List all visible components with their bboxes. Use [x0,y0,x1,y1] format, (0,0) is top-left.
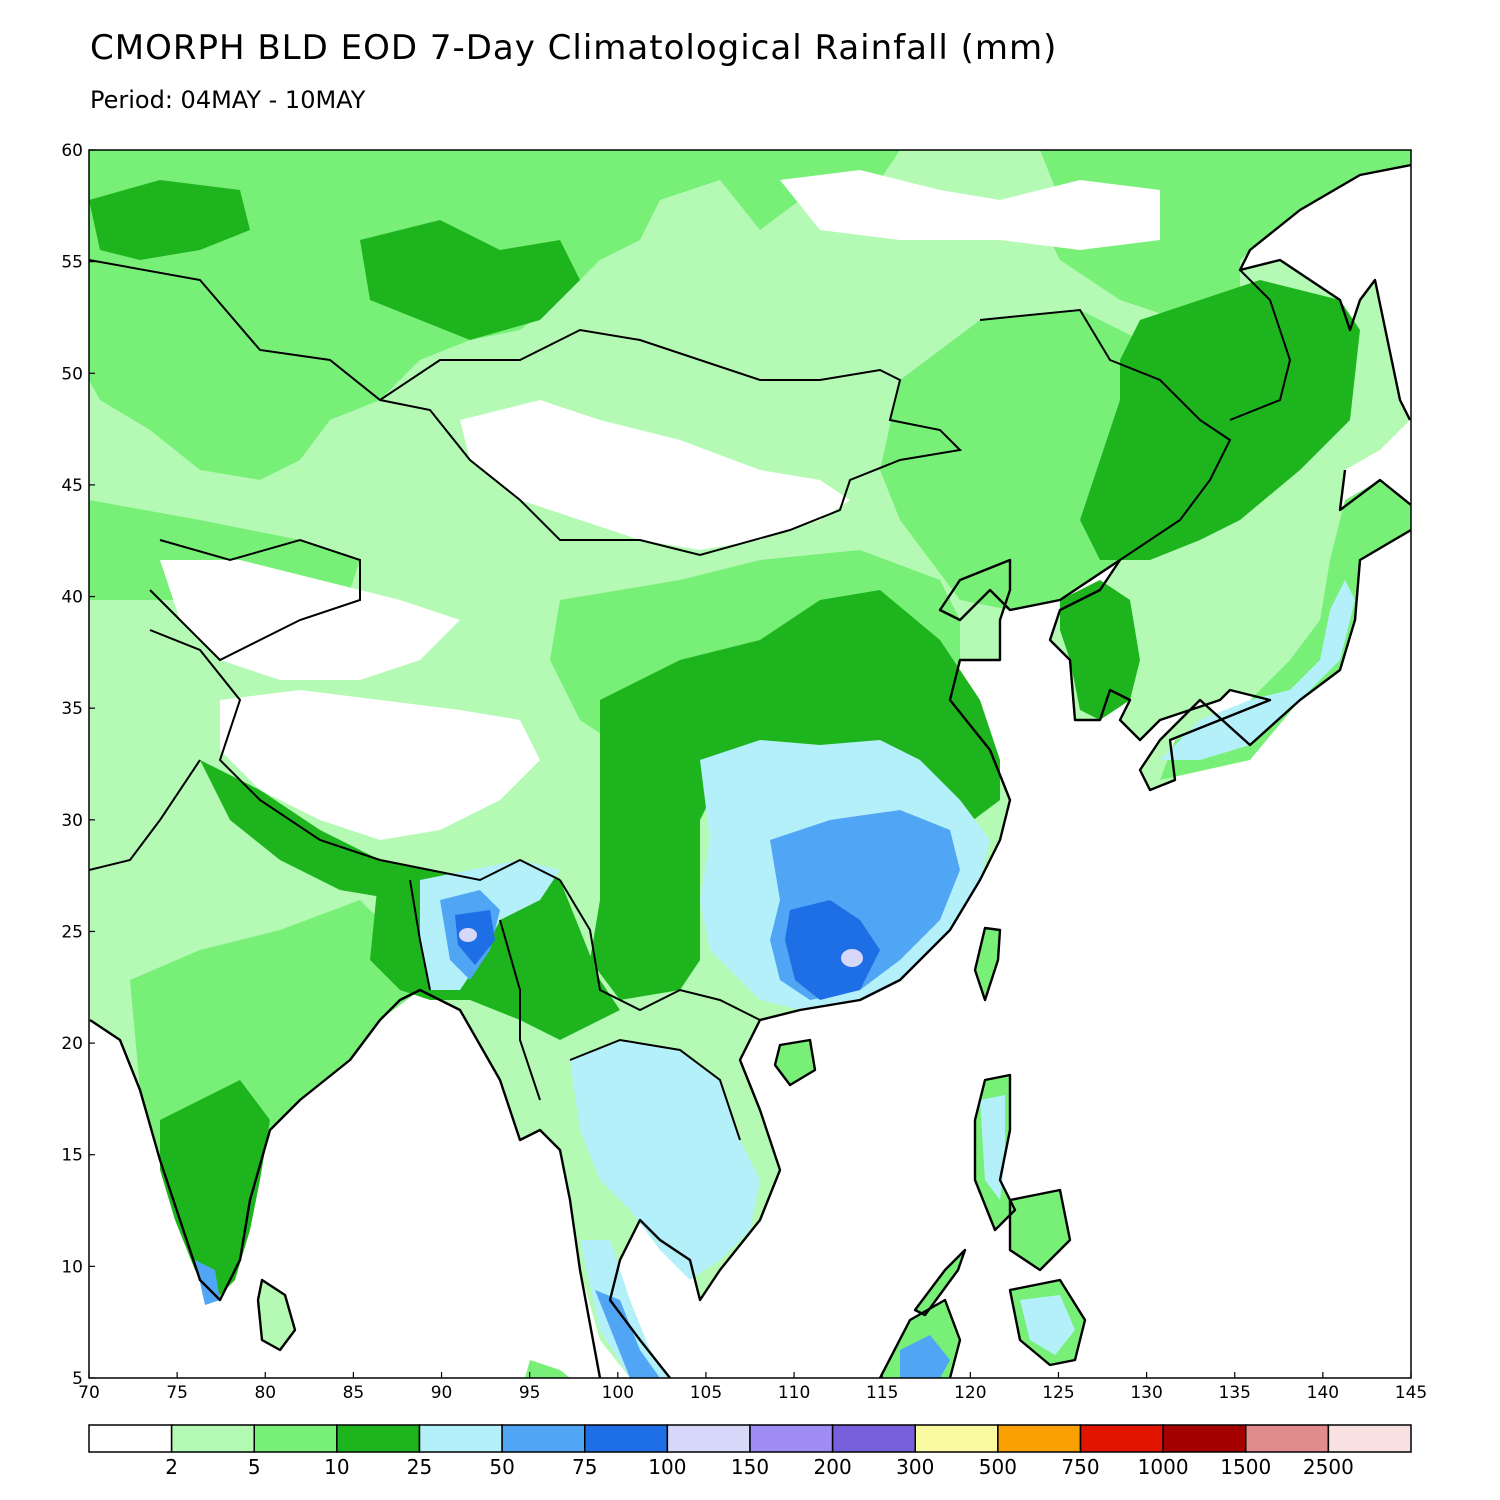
lon-tick-label: 90 [431,1383,453,1403]
lat-tick-label: 55 [61,253,83,273]
lon-tick-label: 80 [254,1383,276,1403]
lat-tick-label: 40 [61,588,83,608]
lat-tick-label: 10 [61,1257,83,1277]
lat-tick-label: 30 [61,811,83,831]
latitude-axis: 60 55 50 45 40 35 30 25 20 15 10 5 [61,141,95,1389]
coastlines [89,163,1411,1378]
plot-area [89,150,1411,1378]
rain-75-100-guangdong [785,900,880,1000]
plot-frame [88,149,1412,1379]
lat-tick-label: 20 [61,1034,83,1054]
rain-100-150-meghalaya [459,928,477,942]
lon-tick-label: 135 [1219,1383,1251,1403]
lon-tick-label: 100 [602,1383,634,1403]
colorbar-swatch [1162,1424,1247,1453]
map-title: CMORPH BLD EOD 7-Day Climatological Rain… [90,28,1058,68]
lon-tick-label: 125 [1042,1383,1074,1403]
rain-10-25-northeast [1080,280,1360,560]
lat-tick-label: 50 [61,364,83,384]
colorbar-label: 2500 [1303,1455,1354,1479]
rain-25-50-indochina [570,1040,760,1280]
sumatra-tip [525,1360,570,1378]
lat-tick-label: 15 [61,1146,83,1166]
lon-tick-label: 75 [166,1383,188,1403]
colorbar-label: 150 [731,1455,769,1479]
rain-50-75-borneo [900,1335,950,1378]
rain-100-150-guangdong [841,949,863,967]
colorbar-label: 2 [165,1455,178,1479]
colorbar-swatch [749,1424,834,1453]
lat-tick-label: 25 [61,922,83,942]
lat-tick-label: 60 [61,141,83,161]
colorbar-swatch [336,1424,421,1453]
colorbar-swatch [1079,1424,1164,1453]
colorbar-swatch [418,1424,503,1453]
longitude-axis: 70 75 80 85 90 95 100 105 110 115 120 125 130 135 140 1… [78,1372,1427,1403]
colorbar-swatch [831,1424,916,1453]
lon-tick-label: 115 [866,1383,898,1403]
colorbar-swatch [584,1424,669,1453]
colorbar-label: 1000 [1138,1455,1189,1479]
lat-tick-label: 5 [72,1369,83,1389]
palawan [915,1250,965,1315]
colorbar-label: 50 [489,1455,514,1479]
dry-gobi [460,400,850,550]
sri-lanka [258,1280,295,1350]
lon-tick-label: 130 [1130,1383,1162,1403]
lon-tick-label: 110 [778,1383,810,1403]
rain-10-25-korea [1060,580,1140,720]
lon-tick-label: 145 [1395,1383,1427,1403]
colorbar-label: 1500 [1220,1455,1271,1479]
lon-tick-label: 70 [78,1383,100,1403]
colorbar-swatch [997,1424,1082,1453]
colorbar-swatch [914,1424,999,1453]
lon-tick-label: 85 [343,1383,365,1403]
rain-5-10-japan [1160,480,1411,780]
lon-tick-label: 105 [690,1383,722,1403]
colorbar-swatch [1245,1424,1330,1453]
colorbar-label: 25 [407,1455,432,1479]
colorbar-label: 10 [324,1455,349,1479]
rain-25-50-peninsula [580,1240,670,1378]
lat-tick-label: 45 [61,476,83,496]
colorbar-swatch [88,1424,173,1453]
philippines-visayas [1010,1190,1070,1270]
lon-tick-label: 95 [519,1383,541,1403]
lon-tick-label: 120 [954,1383,986,1403]
colorbar: 2 5 10 25 50 75 100 150 200 300 500 750 1000 1500 2500 [88,1424,1412,1479]
colorbar-label: 750 [1061,1455,1099,1479]
colorbar-swatch [170,1424,255,1453]
rain-50-75-peninsula [595,1290,660,1378]
colorbar-label: 300 [896,1455,934,1479]
colorbar-label: 200 [814,1455,852,1479]
colorbar-swatch [666,1424,751,1453]
lon-tick-label: 140 [1307,1383,1339,1403]
colorbar-swatch [253,1424,338,1453]
colorbar-swatch [1327,1424,1412,1453]
hainan [775,1040,815,1085]
colorbar-label: 100 [648,1455,686,1479]
period-subtitle: Period: 04MAY - 10MAY [90,86,366,114]
country-borders [89,259,1292,1141]
rain-10-25-kazakh [89,180,250,260]
colorbar-swatch [501,1424,586,1453]
rain-25-50-japan [1160,580,1355,760]
lat-tick-label: 35 [61,699,83,719]
dry-siberia [780,170,1160,250]
rain-10-25-central [590,590,1000,1000]
colorbar-label: 75 [572,1455,597,1479]
dry-tarim [160,560,460,680]
colorbar-label: 500 [979,1455,1017,1479]
rain-25-50-mindanao [1020,1295,1075,1355]
rain-10-25-siberia [360,220,580,340]
dry-tibet [220,690,540,840]
rain-25-50-philippines [980,1095,1005,1200]
colorbar-label: 5 [248,1455,261,1479]
